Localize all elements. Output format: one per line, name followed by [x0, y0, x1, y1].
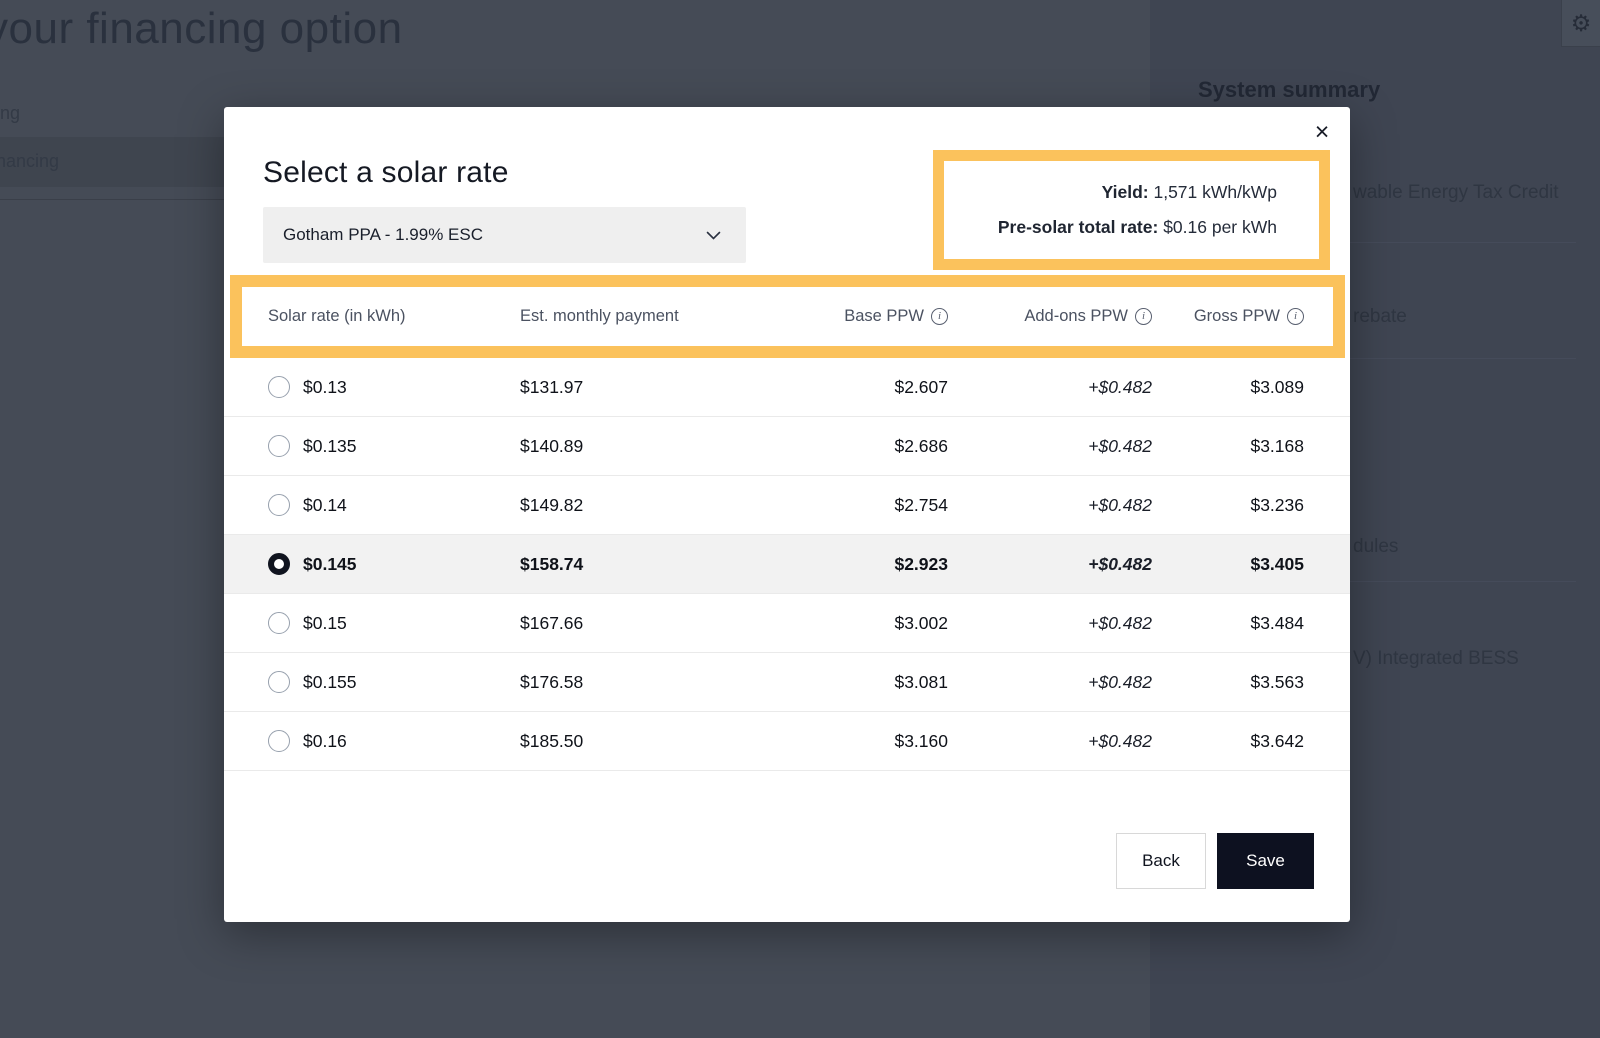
- monthly-payment-cell: $167.66: [520, 612, 584, 633]
- monthly-payment-cell: $158.74: [520, 553, 584, 574]
- table-row[interactable]: $0.14 $149.82 $2.754 +$0.482 $3.236: [224, 476, 1350, 535]
- base-ppw-cell: $2.607: [894, 376, 948, 397]
- column-header-base-ppw: Base PPW: [844, 306, 924, 325]
- info-icon[interactable]: i: [931, 307, 948, 325]
- solar-rate-cell: $0.13: [303, 376, 347, 397]
- modal-footer: Back Save: [1116, 833, 1314, 889]
- addons-ppw-cell: +$0.482: [1088, 435, 1152, 456]
- pre-solar-rate-line: Pre-solar total rate: $0.16 per kWh: [944, 217, 1277, 238]
- chevron-down-icon: [706, 231, 721, 240]
- gross-ppw-cell: $3.484: [1250, 612, 1304, 633]
- gross-ppw-cell: $3.563: [1250, 671, 1304, 692]
- solar-rate-cell: $0.14: [303, 494, 347, 515]
- base-ppw-cell: $3.160: [894, 730, 948, 751]
- gross-ppw-cell: $3.642: [1250, 730, 1304, 751]
- gross-ppw-cell: $3.089: [1250, 376, 1304, 397]
- base-ppw-cell: $2.923: [894, 553, 948, 574]
- system-summary-title: System summary: [1198, 77, 1381, 102]
- monthly-payment-cell: $131.97: [520, 376, 584, 397]
- base-ppw-cell: $2.686: [894, 435, 948, 456]
- rate-table-body: $0.13 $131.97 $2.607 +$0.482 $3.089 $0.1…: [224, 358, 1350, 771]
- background-tab-selected: [0, 137, 224, 187]
- column-header-gross-ppw: Gross PPW: [1193, 306, 1280, 325]
- summary-item: dules: [1353, 536, 1399, 557]
- monthly-payment-cell: $149.82: [520, 494, 584, 515]
- monthly-payment-cell: $140.89: [520, 435, 584, 456]
- page-title: your financing option: [0, 4, 403, 53]
- radio-button[interactable]: [268, 494, 290, 516]
- background-tab-label-financing: nancing: [0, 151, 60, 171]
- divider: [1350, 581, 1576, 582]
- addons-ppw-cell: +$0.482: [1088, 612, 1152, 633]
- table-header-row: Solar rate (in kWh) Est. monthly payment…: [242, 287, 1333, 345]
- gross-ppw-cell: $3.405: [1250, 553, 1304, 574]
- info-icon[interactable]: i: [1135, 307, 1152, 325]
- monthly-payment-cell: $176.58: [520, 671, 584, 692]
- background-tab-label: ng: [0, 103, 21, 123]
- solar-rate-plan-dropdown[interactable]: Gotham PPA - 1.99% ESC: [263, 207, 746, 263]
- table-row[interactable]: $0.145 $158.74 $2.923 +$0.482 $3.405: [224, 535, 1350, 594]
- solar-rate-cell: $0.135: [303, 435, 357, 456]
- divider: [1350, 358, 1576, 359]
- back-button[interactable]: Back: [1116, 833, 1206, 889]
- solar-rate-cell: $0.155: [303, 671, 357, 692]
- monthly-payment-cell: $185.50: [520, 730, 584, 751]
- base-ppw-cell: $2.754: [894, 494, 948, 515]
- divider: [0, 199, 224, 200]
- radio-button[interactable]: [268, 671, 290, 693]
- radio-button[interactable]: [268, 435, 290, 457]
- addons-ppw-cell: +$0.482: [1088, 376, 1152, 397]
- column-header-addons-ppw: Add-ons PPW: [1024, 306, 1128, 325]
- column-header-solar-rate: Solar rate (in kWh): [268, 306, 406, 325]
- close-icon[interactable]: ×: [1314, 118, 1330, 146]
- column-header-monthly-payment: Est. monthly payment: [520, 306, 679, 325]
- radio-button[interactable]: [268, 612, 290, 634]
- summary-item: V) Integrated BESS: [1353, 648, 1519, 669]
- pre-solar-rate-label: Pre-solar total rate:: [997, 217, 1159, 237]
- table-row[interactable]: $0.16 $185.50 $3.160 +$0.482 $3.642: [224, 712, 1350, 771]
- solar-rate-cell: $0.16: [303, 730, 347, 751]
- divider: [1350, 242, 1576, 243]
- gear-icon: ⚙: [1570, 9, 1592, 36]
- select-solar-rate-modal: × Select a solar rate Gotham PPA - 1.99%…: [224, 107, 1350, 922]
- radio-button[interactable]: [268, 730, 290, 752]
- yield-highlight-box: Yield: 1,571 kWh/kWp Pre-solar total rat…: [933, 150, 1330, 270]
- radio-button[interactable]: [268, 376, 290, 398]
- dropdown-selected-value: Gotham PPA - 1.99% ESC: [283, 225, 483, 244]
- addons-ppw-cell: +$0.482: [1088, 494, 1152, 515]
- addons-ppw-cell: +$0.482: [1088, 671, 1152, 692]
- settings-button[interactable]: ⚙: [1561, 0, 1600, 47]
- header-highlight-box: Solar rate (in kWh) Est. monthly payment…: [230, 275, 1345, 358]
- base-ppw-cell: $3.081: [894, 671, 948, 692]
- solar-rate-cell: $0.145: [303, 553, 357, 574]
- info-icon[interactable]: i: [1287, 307, 1304, 325]
- table-row[interactable]: $0.15 $167.66 $3.002 +$0.482 $3.484: [224, 594, 1350, 653]
- summary-item: wable Energy Tax Credit: [1353, 182, 1559, 203]
- addons-ppw-cell: +$0.482: [1088, 553, 1152, 574]
- gross-ppw-cell: $3.236: [1250, 494, 1304, 515]
- radio-button[interactable]: [268, 553, 290, 575]
- addons-ppw-cell: +$0.482: [1088, 730, 1152, 751]
- solar-rate-cell: $0.15: [303, 612, 347, 633]
- modal-title: Select a solar rate: [263, 156, 509, 189]
- table-row[interactable]: $0.13 $131.97 $2.607 +$0.482 $3.089: [224, 358, 1350, 417]
- pre-solar-rate-value: $0.16 per kWh: [1158, 217, 1277, 237]
- yield-label: Yield:: [1101, 182, 1149, 202]
- table-row[interactable]: $0.135 $140.89 $2.686 +$0.482 $3.168: [224, 417, 1350, 476]
- yield-value: 1,571 kWh/kWp: [1148, 182, 1277, 202]
- yield-line: Yield: 1,571 kWh/kWp: [944, 182, 1277, 203]
- save-button[interactable]: Save: [1217, 833, 1314, 889]
- table-row[interactable]: $0.155 $176.58 $3.081 +$0.482 $3.563: [224, 653, 1350, 712]
- base-ppw-cell: $3.002: [894, 612, 948, 633]
- summary-item: rebate: [1353, 306, 1407, 327]
- gross-ppw-cell: $3.168: [1250, 435, 1304, 456]
